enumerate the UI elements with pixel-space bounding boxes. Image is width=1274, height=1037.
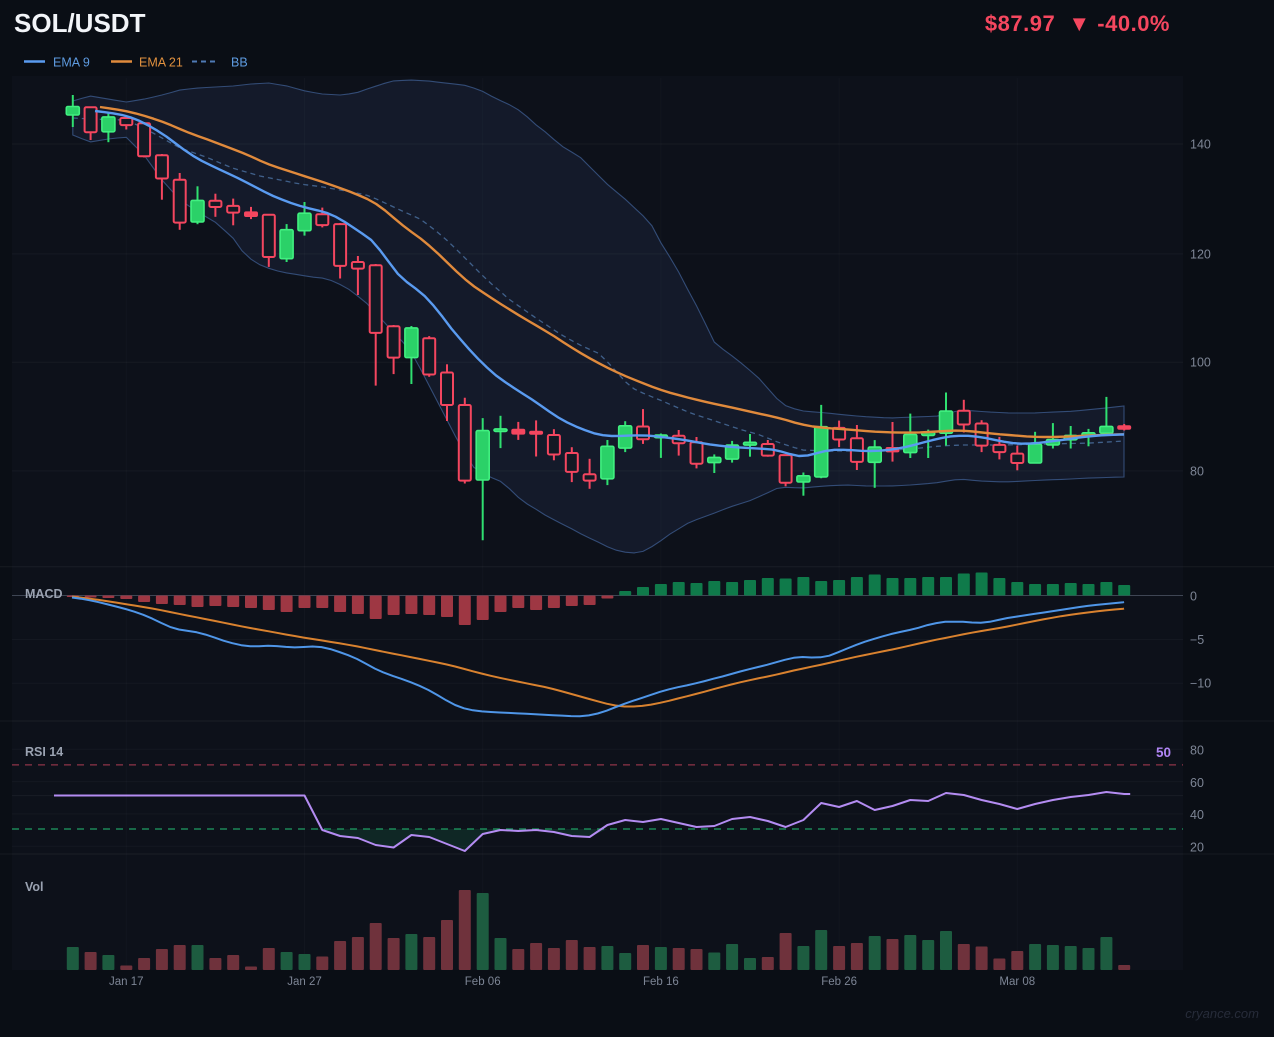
svg-text:SOL/USDT: SOL/USDT [14, 8, 146, 38]
svg-text:Feb 16: Feb 16 [643, 976, 679, 988]
svg-text:60: 60 [1190, 776, 1204, 790]
svg-text:$87.97 ▼ -40.0%: $87.97 ▼ -40.0% [985, 11, 1170, 36]
svg-text:Feb 06: Feb 06 [465, 976, 501, 988]
svg-text:100: 100 [1190, 356, 1211, 370]
svg-text:80: 80 [1190, 744, 1204, 758]
svg-text:Mar 08: Mar 08 [999, 976, 1035, 988]
svg-text:Feb 26: Feb 26 [821, 976, 857, 988]
svg-text:EMA 9: EMA 9 [53, 56, 90, 70]
svg-text:140: 140 [1190, 138, 1211, 152]
svg-text:RSI 14: RSI 14 [25, 745, 63, 759]
svg-text:Jan 17: Jan 17 [109, 976, 144, 988]
svg-text:−10: −10 [1190, 677, 1211, 691]
svg-text:EMA 21: EMA 21 [139, 56, 183, 70]
svg-text:Vol: Vol [25, 880, 44, 894]
svg-text:20: 20 [1190, 840, 1204, 854]
svg-text:cryance.com: cryance.com [1185, 1006, 1259, 1021]
svg-text:50: 50 [1156, 745, 1171, 760]
svg-text:−5: −5 [1190, 633, 1204, 647]
svg-text:MACD: MACD [25, 587, 63, 601]
svg-text:80: 80 [1190, 464, 1204, 478]
svg-text:BB: BB [231, 56, 248, 70]
svg-text:40: 40 [1190, 808, 1204, 822]
svg-text:120: 120 [1190, 247, 1211, 261]
svg-text:0: 0 [1190, 590, 1197, 604]
svg-text:Jan 27: Jan 27 [287, 976, 322, 988]
